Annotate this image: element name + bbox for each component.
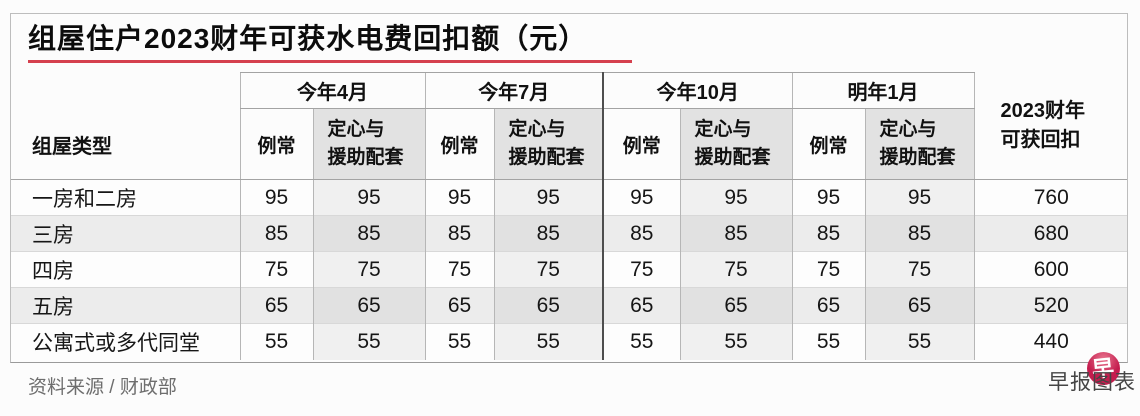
value-cell: 85 — [602, 215, 680, 252]
value-cell: 55 — [791, 323, 865, 360]
row-header-flat-type: 组屋类型 — [10, 72, 240, 180]
total-header-line2: 可获回扣 — [1000, 128, 1081, 151]
flat-type-cell: 四房 — [10, 251, 240, 288]
package-label-line1: 定心与 — [327, 118, 385, 140]
value-cell: 85 — [312, 215, 425, 252]
total-cell: 600 — [973, 251, 1128, 288]
value-cell: 65 — [239, 287, 313, 324]
month-header-row: 组屋类型 今年4月 今年7月 今年10月 明年1月 2023财年 可获回扣 — [10, 72, 1128, 180]
value-cell: 65 — [424, 287, 494, 324]
credit-note: 早报图表 — [1048, 371, 1136, 394]
flat-type-cell: 公寓式或多代同堂 — [10, 323, 240, 360]
value-cell: 55 — [424, 323, 494, 360]
value-cell: 75 — [864, 251, 974, 288]
table-row: 一房和二房 95 95 95 95 95 95 95 95 760 — [10, 179, 1128, 216]
value-cell: 85 — [239, 215, 313, 252]
subheader-package-apr: 定心与 援助配套 — [312, 108, 425, 180]
group-header-jan: 明年1月 — [791, 72, 974, 109]
value-cell: 95 — [864, 179, 974, 216]
value-cell: 75 — [424, 251, 494, 288]
total-cell: 680 — [973, 215, 1128, 252]
value-cell: 75 — [679, 251, 792, 288]
value-cell: 95 — [239, 179, 313, 216]
package-label-line1: 定心与 — [879, 118, 937, 140]
table-header: 组屋类型 今年4月 今年7月 今年10月 明年1月 2023财年 可获回扣 例常… — [10, 72, 1128, 180]
subheader-regular-apr: 例常 — [239, 108, 313, 180]
package-label-line2: 援助配套 — [694, 147, 771, 168]
subheader-row: 例常 定心与 援助配套 例常 定心与 援助配套 例常 定心与 援助配套 例常 定… — [10, 108, 1128, 180]
rebate-table: 组屋类型 今年4月 今年7月 今年10月 明年1月 2023财年 可获回扣 例常… — [10, 72, 1128, 360]
value-cell: 55 — [239, 323, 313, 360]
total-cell: 760 — [973, 179, 1128, 216]
table-row: 五房 65 65 65 65 65 65 65 65 520 — [10, 287, 1128, 324]
subheader-regular-jul: 例常 — [424, 108, 494, 180]
table-row: 四房 75 75 75 75 75 75 75 75 600 — [10, 251, 1128, 288]
subheader-package-jul: 定心与 援助配套 — [493, 108, 603, 180]
value-cell: 55 — [312, 323, 425, 360]
value-cell: 85 — [493, 215, 603, 252]
subheader-package-oct: 定心与 援助配套 — [679, 108, 792, 180]
package-label-line2: 援助配套 — [508, 147, 585, 168]
value-cell: 55 — [864, 323, 974, 360]
value-cell: 75 — [791, 251, 865, 288]
value-cell: 75 — [493, 251, 603, 288]
value-cell: 95 — [602, 179, 680, 216]
table-row: 三房 85 85 85 85 85 85 85 85 680 — [10, 215, 1128, 252]
value-cell: 85 — [791, 215, 865, 252]
total-header-line1: 2023财年 — [1000, 99, 1086, 122]
value-cell: 95 — [312, 179, 425, 216]
package-label-line2: 援助配套 — [327, 147, 404, 168]
total-cell: 520 — [973, 287, 1128, 324]
package-label-line1: 定心与 — [694, 118, 752, 140]
total-column-header: 2023财年 可获回扣 — [973, 72, 1128, 180]
subheader-package-jan: 定心与 援助配套 — [864, 108, 974, 180]
chart-title: 组屋住户2023财年可获水电费回扣额（元） — [28, 23, 588, 54]
title-underline — [28, 60, 632, 63]
value-cell: 65 — [679, 287, 792, 324]
value-cell: 65 — [791, 287, 865, 324]
value-cell: 65 — [493, 287, 603, 324]
package-label-line1: 定心与 — [508, 118, 566, 140]
value-cell: 95 — [493, 179, 603, 216]
value-cell: 55 — [493, 323, 603, 360]
group-header-jul: 今年7月 — [424, 72, 603, 109]
subheader-regular-oct: 例常 — [602, 108, 680, 180]
value-cell: 75 — [602, 251, 680, 288]
value-cell: 95 — [679, 179, 792, 216]
value-cell: 85 — [424, 215, 494, 252]
value-cell: 65 — [312, 287, 425, 324]
group-header-oct: 今年10月 — [602, 72, 792, 109]
value-cell: 55 — [602, 323, 680, 360]
flat-type-cell: 五房 — [10, 287, 240, 324]
source-note: 资料来源 / 财政部 — [28, 377, 177, 398]
flat-type-cell: 一房和二房 — [10, 179, 240, 216]
value-cell: 85 — [864, 215, 974, 252]
package-label-line2: 援助配套 — [879, 147, 956, 168]
value-cell: 75 — [239, 251, 313, 288]
value-cell: 55 — [679, 323, 792, 360]
value-cell: 95 — [791, 179, 865, 216]
flat-type-cell: 三房 — [10, 215, 240, 252]
value-cell: 95 — [424, 179, 494, 216]
group-header-apr: 今年4月 — [239, 72, 425, 109]
table-row: 公寓式或多代同堂 55 55 55 55 55 55 55 55 440 — [10, 323, 1128, 360]
subheader-regular-jan: 例常 — [791, 108, 865, 180]
value-cell: 75 — [312, 251, 425, 288]
table-body: 一房和二房 95 95 95 95 95 95 95 95 760 三房 85 … — [10, 179, 1128, 360]
value-cell: 85 — [679, 215, 792, 252]
value-cell: 65 — [864, 287, 974, 324]
zaobao-logo-icon: 早 — [1087, 352, 1120, 385]
value-cell: 65 — [602, 287, 680, 324]
